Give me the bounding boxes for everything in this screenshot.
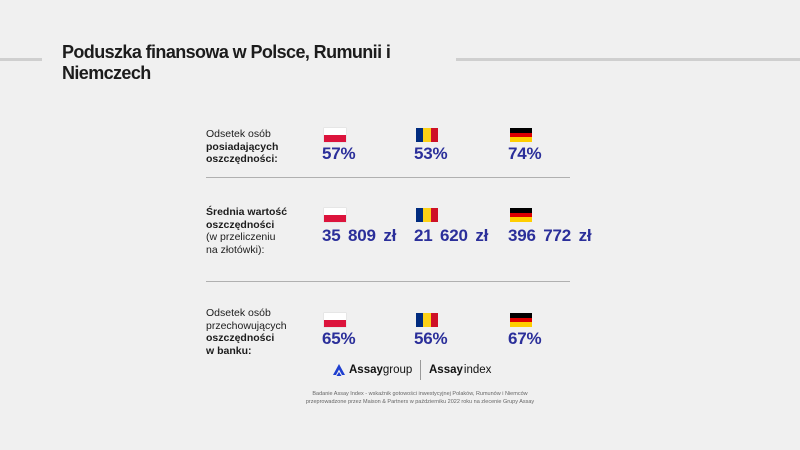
label-line: Średnia wartość bbox=[206, 206, 288, 218]
value-germany: 67% bbox=[508, 329, 542, 348]
row-divider bbox=[206, 177, 570, 178]
page-title: Poduszka finansowa w Polsce, Rumunii i N… bbox=[62, 42, 391, 83]
label-line: w banku: bbox=[206, 344, 252, 357]
assay-mark-icon bbox=[333, 363, 345, 376]
romania-flag-icon bbox=[416, 208, 438, 222]
germany-flag-icon bbox=[510, 208, 532, 222]
germany-flag-icon bbox=[510, 128, 532, 142]
label-line: na złotówki): bbox=[206, 243, 265, 256]
value-poland: 35 809 zł bbox=[322, 226, 397, 245]
label-line: przechowujących bbox=[206, 319, 287, 332]
assay-group-strong: Assay bbox=[349, 364, 383, 376]
logo-divider bbox=[420, 360, 421, 380]
label-line: Odsetek osób bbox=[206, 307, 271, 319]
poland-flag-icon bbox=[324, 128, 346, 142]
label-line: (w przeliczeniu bbox=[206, 231, 276, 243]
assay-index-strong: Assay bbox=[429, 364, 463, 376]
value-germany: 396 772 zł bbox=[508, 226, 592, 245]
assay-index-logo: Assay index bbox=[429, 362, 491, 378]
row-divider bbox=[206, 281, 570, 282]
assay-index-light: index bbox=[463, 364, 492, 376]
poland-flag-icon bbox=[324, 313, 346, 327]
row-label: Odsetek osób przechowujących oszczędnośc… bbox=[206, 307, 316, 357]
row-label: Odsetek osób posiadających oszczędności: bbox=[206, 128, 316, 166]
footer-note: Badanie Assay Index - wskaźnik gotowości… bbox=[280, 390, 560, 406]
label-line: oszczędności bbox=[206, 332, 275, 344]
footer-line: przeprowadzone przez Maison & Partners w… bbox=[305, 399, 535, 405]
label-line: oszczędności bbox=[206, 218, 275, 231]
germany-flag-icon bbox=[510, 313, 532, 327]
label-line: Odsetek osób bbox=[206, 128, 271, 140]
value-romania: 21 620 zł bbox=[414, 226, 489, 245]
label-line: oszczędności: bbox=[206, 153, 278, 165]
value-poland: 57% bbox=[322, 144, 356, 163]
poland-flag-icon bbox=[324, 208, 346, 222]
row-label: Średnia wartość oszczędności (w przelicz… bbox=[206, 206, 316, 256]
assay-group-logo: Assay group bbox=[333, 362, 412, 378]
romania-flag-icon bbox=[416, 313, 438, 327]
title-rule-left bbox=[0, 58, 42, 61]
value-poland: 65% bbox=[322, 329, 356, 348]
value-romania: 56% bbox=[414, 329, 448, 348]
romania-flag-icon bbox=[416, 128, 438, 142]
title-rule-right bbox=[456, 58, 800, 61]
label-line: posiadających bbox=[206, 140, 279, 153]
assay-group-light: group bbox=[382, 364, 413, 376]
footer-line: Badanie Assay Index - wskaźnik gotowości… bbox=[312, 391, 528, 397]
value-germany: 74% bbox=[508, 144, 542, 163]
value-romania: 53% bbox=[414, 144, 448, 163]
